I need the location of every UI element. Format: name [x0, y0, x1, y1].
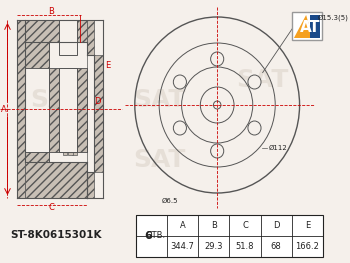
Text: SAT: SAT [133, 148, 186, 172]
Polygon shape [87, 172, 93, 198]
Circle shape [173, 75, 187, 89]
Polygon shape [25, 42, 49, 68]
Polygon shape [63, 91, 68, 101]
Polygon shape [72, 145, 77, 155]
Text: E: E [105, 60, 110, 69]
Text: A: A [300, 21, 312, 36]
Circle shape [173, 121, 187, 135]
Polygon shape [63, 145, 68, 155]
Polygon shape [59, 20, 77, 55]
Text: 166.2: 166.2 [295, 242, 319, 251]
Polygon shape [63, 109, 68, 119]
Polygon shape [63, 73, 68, 83]
Polygon shape [87, 55, 93, 172]
Text: B: B [49, 7, 55, 16]
Polygon shape [68, 91, 73, 101]
Text: E: E [305, 221, 310, 230]
Polygon shape [72, 127, 77, 137]
Polygon shape [25, 152, 49, 162]
Text: C: C [242, 221, 248, 230]
Polygon shape [93, 55, 103, 172]
Polygon shape [49, 68, 59, 152]
Text: A: A [1, 104, 7, 114]
Polygon shape [17, 20, 25, 198]
Text: D: D [273, 221, 279, 230]
Text: D: D [94, 97, 100, 105]
Text: A: A [180, 221, 186, 230]
Polygon shape [68, 127, 73, 137]
Polygon shape [72, 73, 77, 83]
Polygon shape [68, 73, 73, 83]
Polygon shape [63, 127, 68, 137]
Polygon shape [87, 20, 93, 55]
Bar [136, 215, 323, 257]
Polygon shape [77, 68, 87, 152]
Text: 29.3: 29.3 [204, 242, 223, 251]
Text: T: T [309, 21, 320, 36]
Text: 6: 6 [145, 231, 153, 241]
Text: SAT: SAT [30, 88, 82, 112]
Polygon shape [294, 15, 313, 38]
Polygon shape [59, 68, 77, 152]
Text: ST-8K0615301K: ST-8K0615301K [10, 230, 102, 240]
Polygon shape [25, 162, 87, 198]
Circle shape [248, 121, 261, 135]
Polygon shape [72, 109, 77, 119]
Text: Ø6.5: Ø6.5 [162, 198, 178, 204]
Text: Ø112: Ø112 [269, 145, 287, 151]
Text: 68: 68 [271, 242, 281, 251]
Polygon shape [72, 91, 77, 101]
Polygon shape [136, 215, 167, 257]
Circle shape [211, 144, 224, 158]
Text: SAT: SAT [236, 68, 288, 92]
Text: 344.7: 344.7 [170, 242, 195, 251]
Text: C: C [49, 204, 55, 213]
Text: Ø15.3(5): Ø15.3(5) [317, 15, 348, 21]
Text: B: B [211, 221, 217, 230]
Polygon shape [17, 20, 49, 55]
Polygon shape [68, 109, 73, 119]
Text: 51.8: 51.8 [236, 242, 254, 251]
Polygon shape [25, 20, 87, 42]
Text: SAT: SAT [133, 88, 186, 112]
Polygon shape [310, 15, 320, 38]
Text: ОТВ.: ОТВ. [146, 231, 166, 240]
Circle shape [211, 52, 224, 66]
Bar [292, 12, 322, 40]
Circle shape [248, 75, 261, 89]
Polygon shape [68, 145, 73, 155]
